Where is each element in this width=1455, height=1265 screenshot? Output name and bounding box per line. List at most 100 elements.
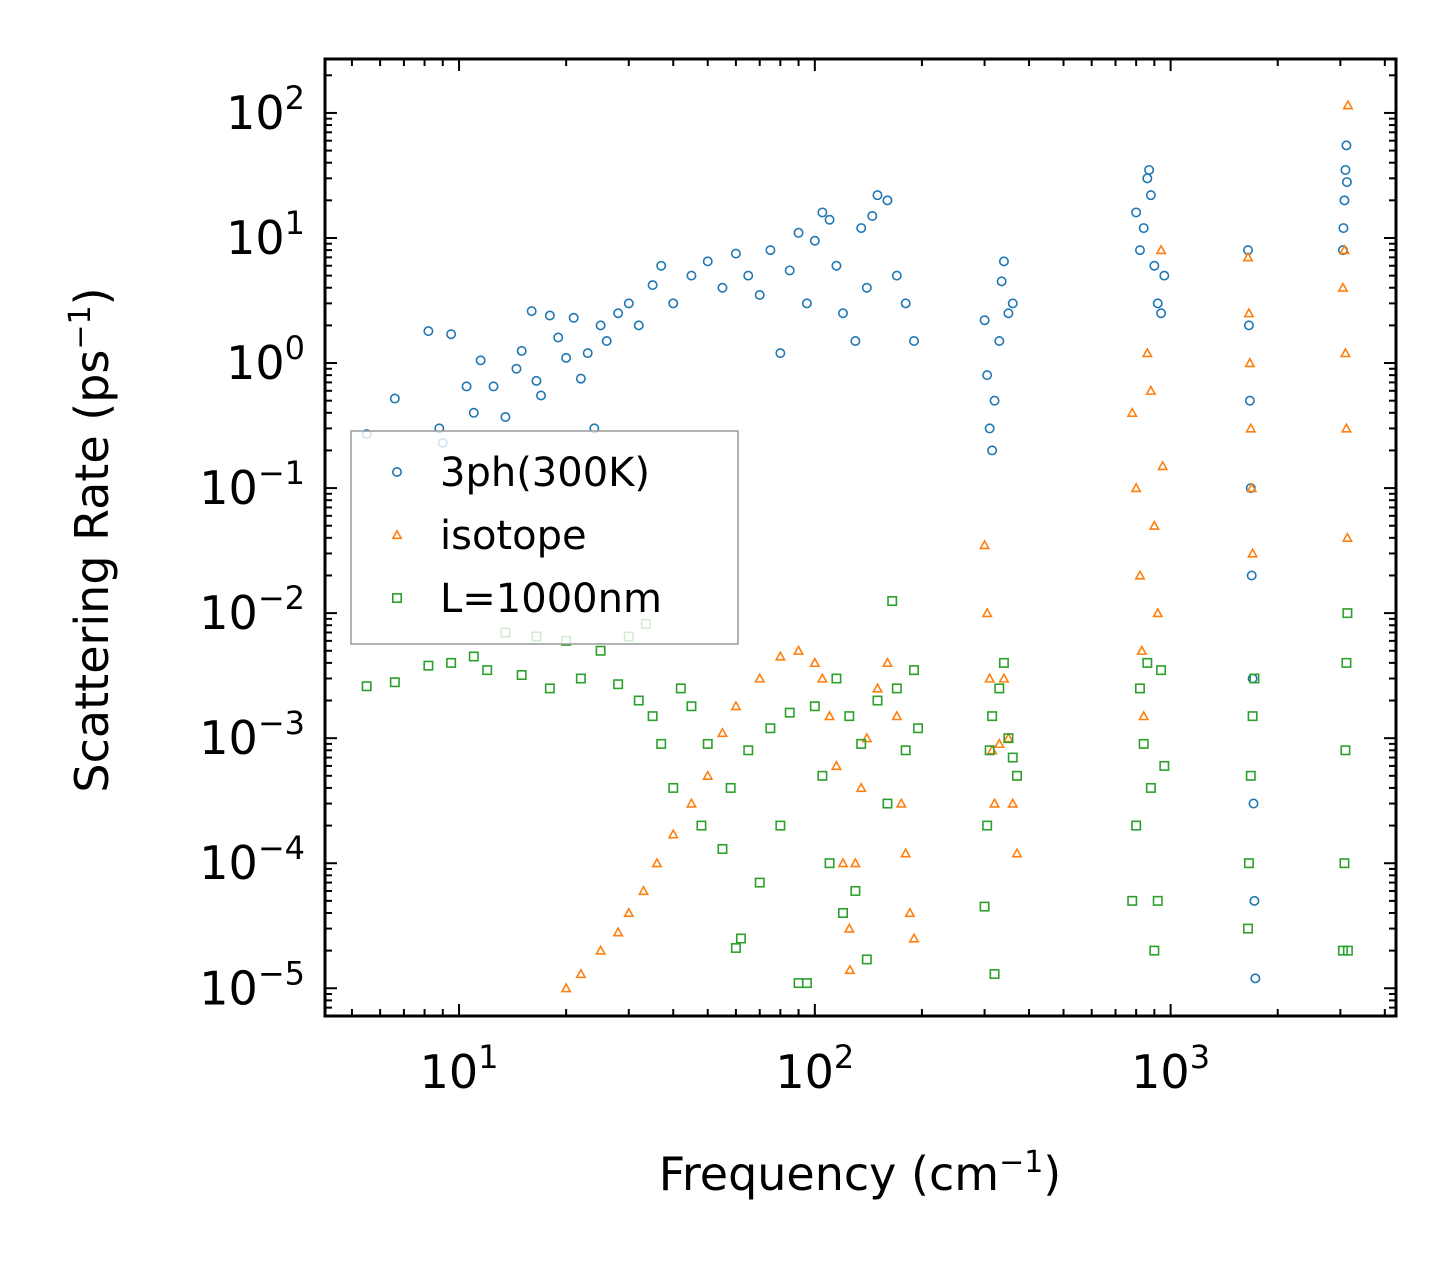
data-point bbox=[735, 933, 746, 944]
data-point bbox=[998, 657, 1009, 668]
data-point bbox=[913, 723, 924, 734]
data-point bbox=[1341, 140, 1352, 151]
data-point bbox=[531, 375, 542, 386]
data-point bbox=[856, 223, 867, 234]
data-point bbox=[784, 265, 795, 276]
data-point bbox=[831, 673, 842, 684]
data-point bbox=[730, 700, 742, 711]
data-point bbox=[1247, 711, 1258, 722]
data-point bbox=[1245, 770, 1256, 781]
data-point bbox=[1138, 710, 1150, 721]
data-point bbox=[647, 280, 658, 291]
y-tick-label: 100 bbox=[226, 329, 305, 390]
data-point bbox=[775, 820, 786, 831]
y-axis-title: Scattering Rate (ps−1) bbox=[63, 287, 119, 792]
data-point bbox=[993, 738, 1005, 749]
data-point bbox=[743, 270, 754, 281]
y-tick-label: 101 bbox=[226, 204, 305, 265]
data-point bbox=[1149, 260, 1160, 271]
data-point bbox=[987, 711, 998, 722]
data-point bbox=[1243, 858, 1254, 869]
data-point bbox=[1138, 223, 1149, 234]
data-point bbox=[765, 723, 776, 734]
data-point bbox=[516, 670, 527, 681]
data-point bbox=[844, 711, 855, 722]
data-point bbox=[685, 797, 698, 808]
x-tick-label: 101 bbox=[420, 1038, 499, 1099]
data-point bbox=[656, 260, 667, 271]
data-point bbox=[1007, 797, 1019, 808]
legend-marker-3 bbox=[391, 592, 402, 603]
data-point bbox=[1342, 945, 1353, 956]
data-point bbox=[461, 381, 472, 392]
data-point bbox=[1244, 357, 1256, 368]
tick-label-layer: 101 102 103 102 101 100 10−1 10−2 10−3 10−4 10−5 bbox=[199, 79, 1210, 1099]
data-point bbox=[775, 348, 786, 359]
data-point bbox=[1339, 347, 1351, 358]
data-point bbox=[855, 782, 867, 793]
data-point bbox=[1152, 607, 1164, 618]
data-point bbox=[998, 256, 1009, 267]
x-axis-title: Frequency (cm−1) bbox=[659, 1145, 1062, 1201]
data-point bbox=[850, 336, 861, 347]
y-tick-label: 10−3 bbox=[199, 704, 305, 765]
legend-marker-1 bbox=[391, 466, 402, 477]
data-point bbox=[702, 738, 713, 749]
data-point bbox=[1339, 858, 1350, 869]
data-point bbox=[861, 282, 872, 293]
data-point bbox=[1007, 298, 1018, 309]
data-point bbox=[994, 336, 1005, 347]
data-point bbox=[561, 352, 572, 363]
data-point bbox=[717, 282, 728, 293]
data-point bbox=[909, 336, 920, 347]
data-point bbox=[1148, 519, 1160, 530]
data-point bbox=[1156, 665, 1167, 676]
data-point bbox=[1134, 569, 1146, 580]
data-point bbox=[1131, 820, 1142, 831]
data-point bbox=[837, 857, 849, 868]
data-point bbox=[984, 745, 995, 756]
y-tick-label: 102 bbox=[226, 79, 305, 140]
legend-marker-2 bbox=[391, 529, 403, 540]
data-point bbox=[774, 650, 786, 661]
data-point bbox=[1131, 207, 1142, 218]
data-point bbox=[998, 672, 1010, 683]
data-point bbox=[838, 907, 849, 918]
data-point bbox=[996, 276, 1007, 287]
data-point bbox=[830, 760, 842, 771]
data-point bbox=[872, 695, 883, 706]
legend-label-1: 3ph(300K) bbox=[440, 450, 650, 496]
data-point bbox=[1156, 308, 1167, 319]
data-point bbox=[984, 423, 995, 434]
data-point bbox=[656, 738, 667, 749]
legend-box bbox=[350, 430, 739, 645]
data-point bbox=[702, 256, 713, 267]
data-point bbox=[816, 672, 828, 683]
data-point bbox=[849, 857, 861, 868]
data-point bbox=[1134, 245, 1145, 256]
data-point bbox=[633, 320, 644, 331]
data-point bbox=[856, 738, 867, 749]
data-point bbox=[500, 412, 511, 423]
data-point bbox=[765, 245, 776, 256]
data-point bbox=[979, 539, 991, 550]
data-point bbox=[801, 978, 812, 989]
legend-label-2: isotope bbox=[440, 513, 587, 559]
data-point bbox=[595, 320, 606, 331]
data-point bbox=[1159, 760, 1170, 771]
data-point bbox=[1145, 190, 1156, 201]
data-point bbox=[817, 207, 828, 218]
data-point bbox=[1249, 673, 1260, 684]
data-point bbox=[1242, 923, 1253, 934]
data-point bbox=[871, 682, 884, 693]
data-point bbox=[1145, 782, 1156, 793]
data-point bbox=[575, 673, 586, 684]
data-point bbox=[725, 782, 736, 793]
data-point bbox=[861, 954, 872, 965]
data-point bbox=[1152, 895, 1163, 906]
data-point bbox=[743, 745, 754, 756]
data-point bbox=[1138, 738, 1149, 749]
y-tick-label: 10−5 bbox=[199, 954, 305, 1015]
data-point bbox=[623, 298, 634, 309]
data-point bbox=[1338, 223, 1349, 234]
